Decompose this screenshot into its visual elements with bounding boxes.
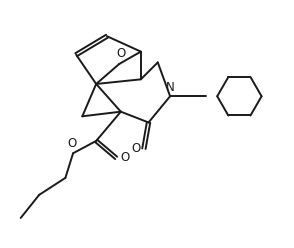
Text: O: O	[120, 151, 129, 164]
Text: O: O	[67, 137, 76, 150]
Text: O: O	[131, 142, 140, 155]
Text: O: O	[116, 47, 126, 60]
Text: N: N	[166, 81, 174, 94]
